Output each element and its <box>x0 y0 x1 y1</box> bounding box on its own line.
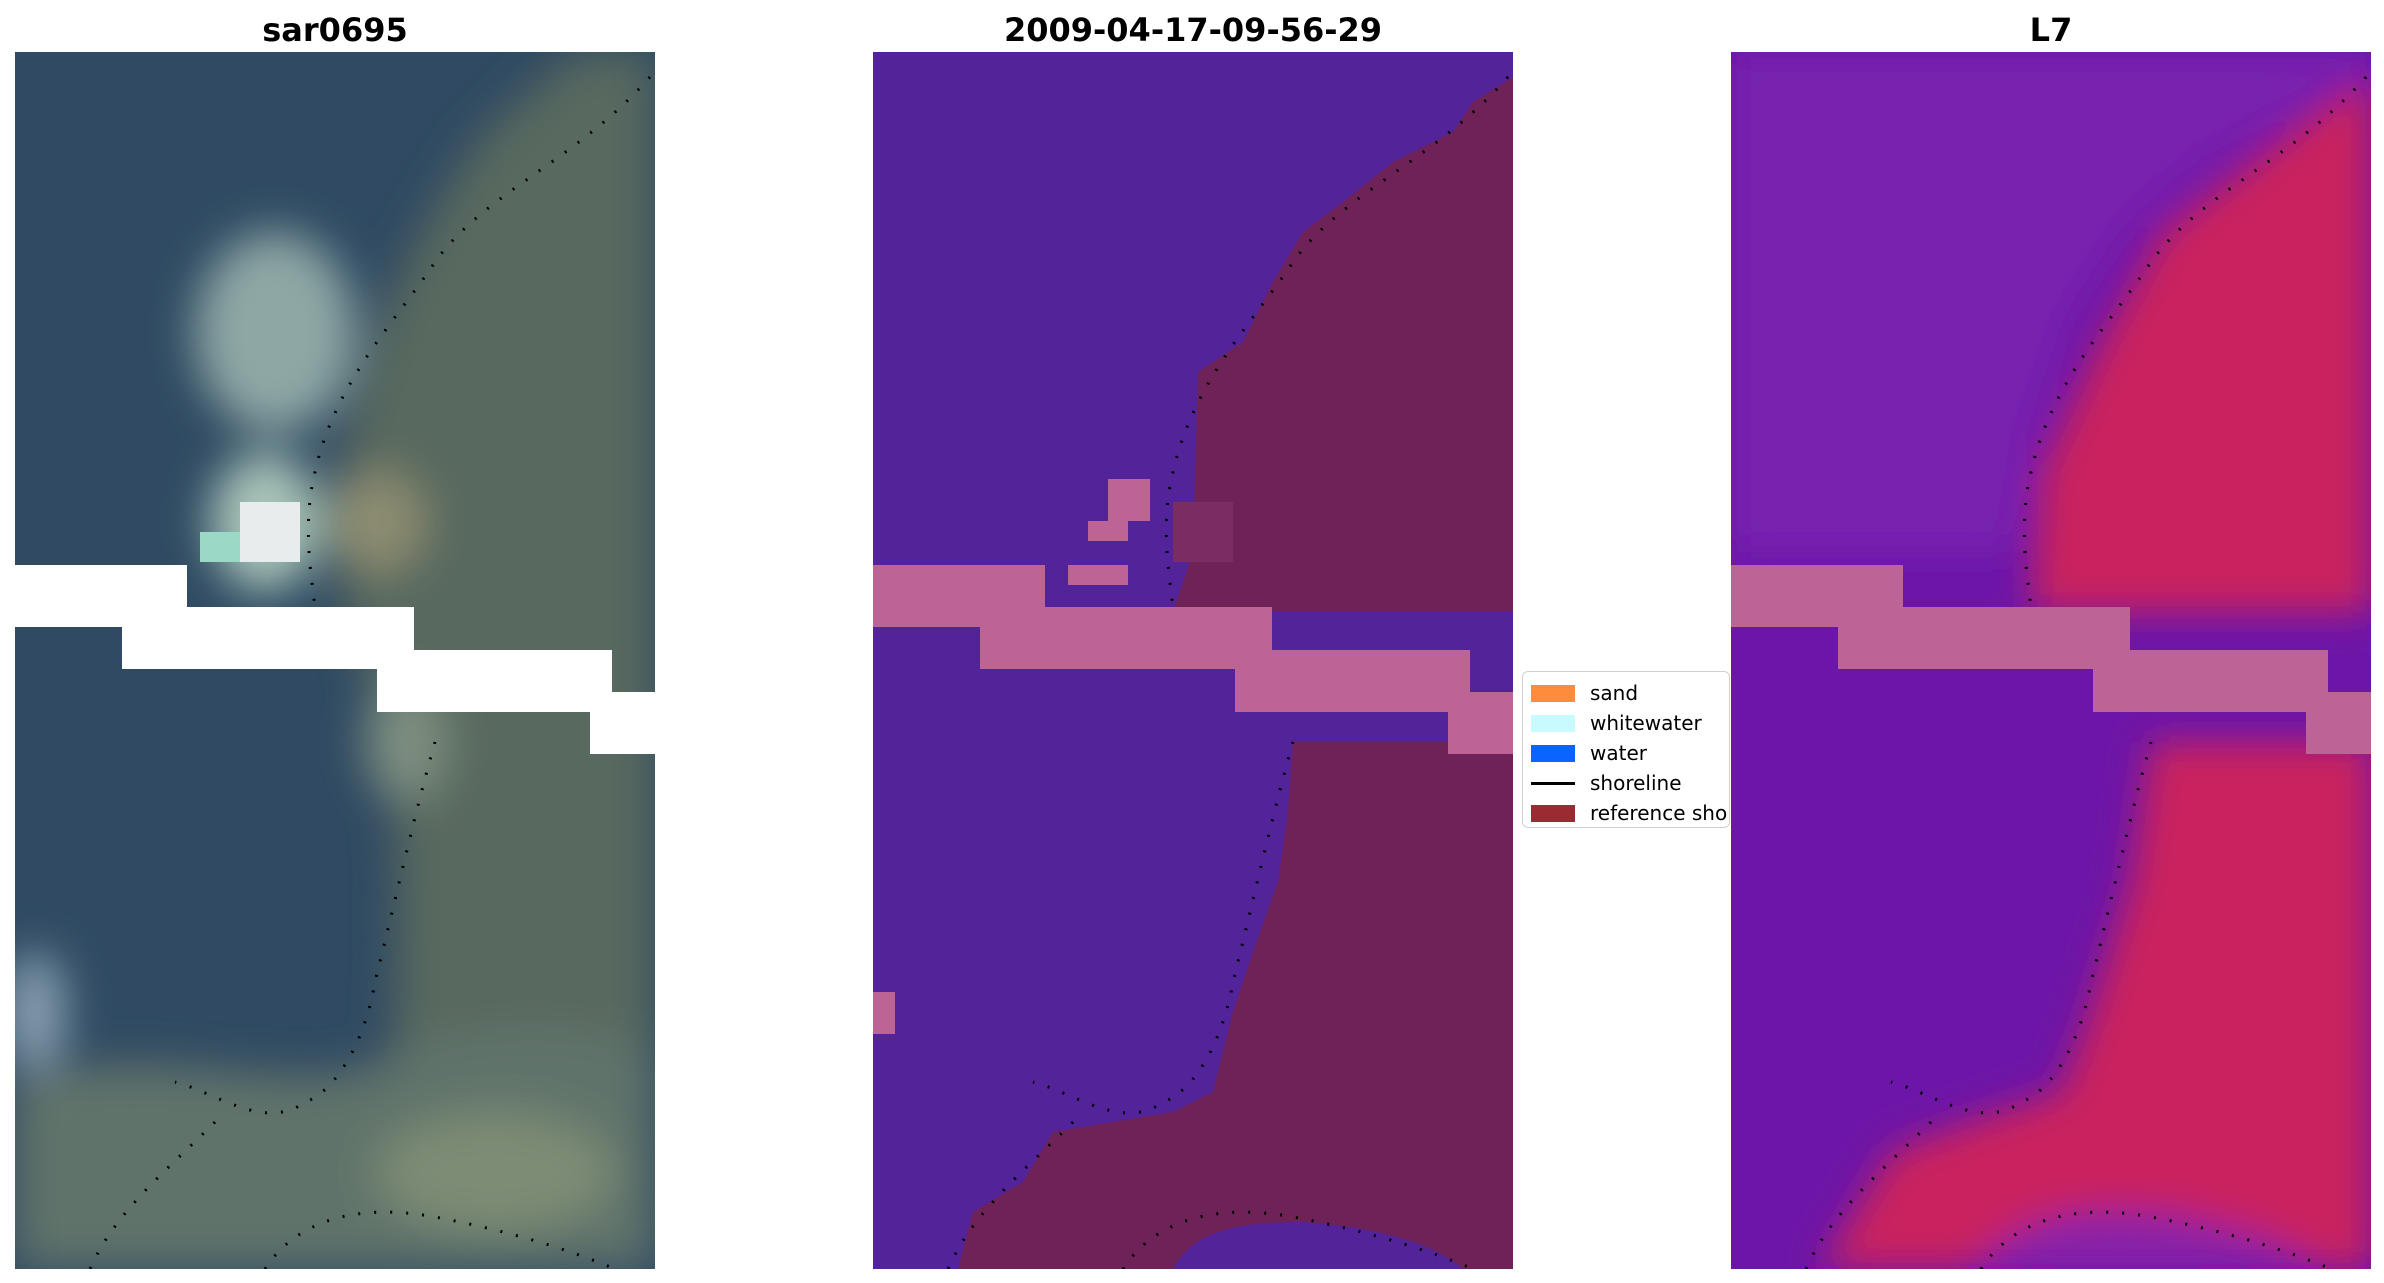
legend-swatch-sand <box>1531 684 1575 702</box>
legend-swatch-reference-shoreline <box>1531 804 1575 822</box>
legend-swatch-water <box>1531 744 1575 762</box>
legend-label-water: water <box>1590 741 1647 765</box>
legend-label-shoreline: shoreline <box>1590 771 1682 795</box>
panel-title-classification: 2009-04-17-09-56-29 <box>1003 11 1383 49</box>
legend-label-whitewater: whitewater <box>1590 711 1702 735</box>
legend-item-sand: sand <box>1531 678 1638 708</box>
panel-title-index: L7 <box>2029 11 2073 49</box>
rgb-image-panel <box>15 52 655 1269</box>
legend-item-shoreline: shoreline <box>1531 768 1682 798</box>
rgb-image <box>15 52 655 1269</box>
classification-panel <box>873 52 1513 1269</box>
index-panel <box>1731 52 2371 1269</box>
legend: sand whitewater water shoreline referenc… <box>1522 671 1730 828</box>
index-image <box>1731 52 2371 1269</box>
legend-swatch-whitewater <box>1531 714 1575 732</box>
legend-label-sand: sand <box>1590 681 1639 705</box>
legend-item-whitewater: whitewater <box>1531 708 1702 738</box>
panel-title-rgb: sar0695 <box>262 11 408 49</box>
classification-image <box>873 52 1513 1269</box>
legend-line-shoreline <box>1531 781 1575 785</box>
legend-label-reference-shoreline: reference shoreline <box>1590 801 1729 825</box>
legend-item-reference-shoreline: reference shoreline <box>1531 798 1729 827</box>
legend-item-water: water <box>1531 738 1647 768</box>
